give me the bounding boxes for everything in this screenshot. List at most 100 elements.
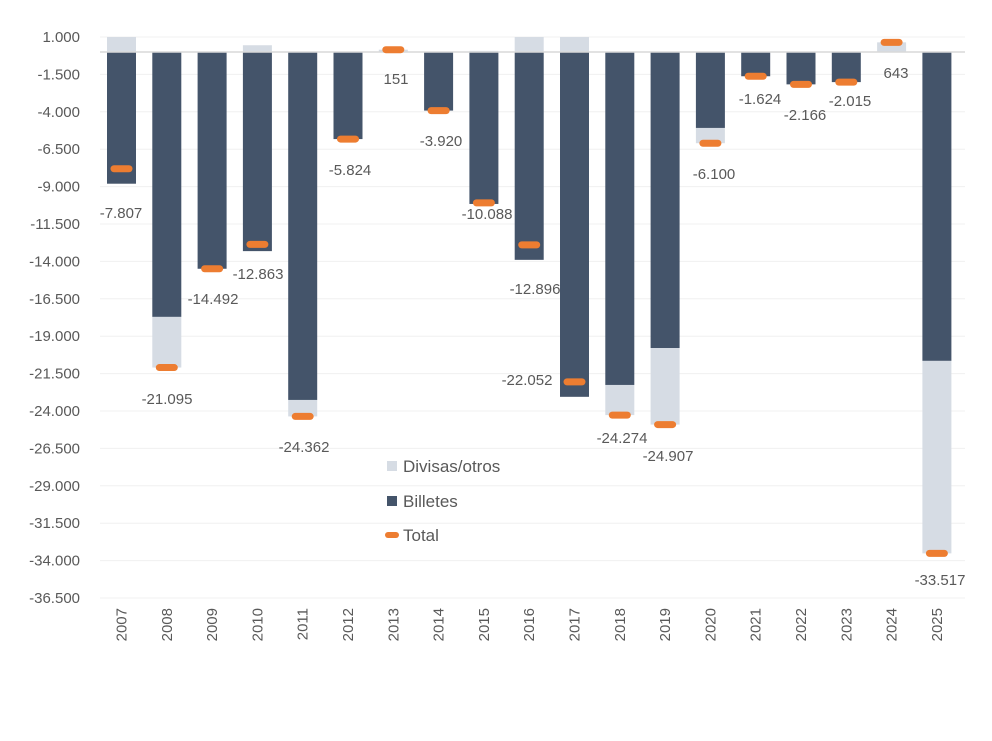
data-label: -2.166 — [784, 107, 827, 124]
y-tick-label: -9.000 — [37, 179, 80, 196]
x-axis: 2007 2008 2009 2010 2011 2012 2013 2014 2015 2016… — [114, 608, 946, 641]
x-tick-label: 2020 — [702, 608, 719, 641]
billetes-bar — [197, 51, 227, 269]
legend-label: Total — [403, 526, 439, 545]
total-marker — [382, 46, 405, 54]
billetes-bar — [424, 51, 454, 111]
total-marker — [155, 364, 178, 372]
legend-item: Divisas/otros — [387, 457, 500, 476]
x-tick-label: 2013 — [385, 608, 402, 641]
y-tick-label: -31.500 — [29, 515, 80, 532]
data-label: -12.896 — [510, 281, 561, 298]
billetes-bar — [288, 51, 318, 400]
data-label: -1.624 — [739, 91, 782, 108]
total-marker — [654, 421, 677, 429]
x-tick-label: 2016 — [521, 608, 538, 641]
total-marker — [835, 78, 858, 86]
data-label: 643 — [883, 65, 908, 82]
x-tick-label: 2025 — [929, 608, 946, 641]
total-marker — [518, 241, 541, 249]
y-tick-label: -11.500 — [30, 216, 80, 233]
total-marker — [337, 135, 359, 143]
total-marker — [925, 549, 948, 557]
divisas-bar — [922, 360, 952, 554]
total-marker — [201, 265, 224, 273]
divisas-bar — [650, 348, 680, 425]
data-label: -10.088 — [462, 206, 513, 223]
billetes-bar — [469, 51, 499, 204]
y-tick-label: -24.000 — [29, 403, 80, 420]
total-markers — [110, 38, 948, 557]
data-label: 151 — [383, 71, 408, 88]
y-tick-label: -4.000 — [37, 104, 80, 121]
y-tick-label: -1.500 — [37, 66, 80, 83]
billetes-bar — [242, 51, 272, 252]
total-marker — [291, 412, 314, 420]
billetes-bar — [333, 51, 363, 140]
divisas-bar — [288, 399, 318, 417]
divisas-bar — [107, 37, 136, 52]
divisas-bar — [152, 316, 182, 368]
x-tick-label: 2023 — [838, 608, 855, 641]
data-label: -5.824 — [329, 162, 372, 179]
x-tick-label: 2012 — [340, 608, 357, 641]
total-marker — [427, 107, 450, 115]
total-marker — [880, 38, 903, 46]
divisas-bar — [695, 127, 725, 144]
billetes-bar — [560, 51, 589, 397]
billetes-bar — [786, 51, 816, 85]
x-tick-label: 2008 — [159, 608, 176, 641]
divisas-bar — [242, 45, 272, 52]
billetes-bar — [107, 51, 136, 184]
data-label: -24.362 — [279, 439, 330, 456]
y-axis: 1.000 -1.500 -4.000 -6.500 -9.000 -11.500 -14.… — [29, 29, 80, 607]
legend-label: Divisas/otros — [403, 457, 500, 476]
billetes-bar — [605, 51, 635, 385]
data-label: -2.015 — [829, 93, 872, 110]
y-tick-label: 1.000 — [42, 29, 80, 46]
data-label: -24.907 — [643, 448, 694, 465]
x-tick-label: 2014 — [431, 608, 448, 641]
total-marker — [744, 72, 767, 80]
divisas-bar — [877, 42, 907, 52]
divisas-bar — [514, 37, 544, 52]
total-marker — [699, 139, 722, 147]
billetes-bar — [650, 51, 680, 349]
billetes-bar — [741, 51, 771, 77]
billetes-bar — [695, 51, 725, 128]
legend-swatch-total — [385, 532, 399, 538]
x-tick-label: 2019 — [657, 608, 674, 641]
x-tick-label: 2009 — [204, 608, 221, 641]
x-tick-label: 2007 — [114, 608, 131, 641]
data-label: -12.863 — [233, 266, 284, 283]
billetes-bar — [831, 51, 861, 83]
y-tick-label: -36.500 — [29, 590, 80, 607]
data-label: -22.052 — [502, 372, 553, 389]
x-tick-label: 2011 — [295, 608, 312, 640]
data-labels: -7.807 -21.095 -14.492 -12.863 -24.362 -5.824… — [100, 65, 966, 589]
x-tick-label: 2017 — [567, 608, 584, 641]
x-tick-label: 2024 — [884, 608, 901, 641]
x-tick-label: 2022 — [793, 608, 810, 641]
bars — [107, 37, 952, 554]
y-tick-label: -21.500 — [29, 366, 80, 383]
data-label: -6.100 — [693, 166, 736, 183]
y-tick-label: -16.500 — [29, 291, 80, 308]
billetes-bar — [922, 51, 952, 361]
total-marker — [608, 411, 631, 419]
x-tick-label: 2018 — [612, 608, 629, 641]
data-label: -21.095 — [142, 391, 193, 408]
data-label: -14.492 — [188, 291, 239, 308]
y-tick-label: -6.500 — [37, 141, 80, 158]
total-marker — [110, 165, 133, 173]
divisas-bar — [560, 37, 589, 52]
data-label: -24.274 — [597, 430, 648, 447]
total-marker — [246, 240, 269, 248]
y-tick-label: -29.000 — [29, 478, 80, 495]
legend: Divisas/otros Billetes Total — [385, 457, 500, 545]
legend-swatch-divisas — [387, 461, 397, 471]
y-tick-label: -19.000 — [29, 328, 80, 345]
x-tick-label: 2015 — [476, 608, 493, 641]
y-tick-label: -34.000 — [29, 553, 80, 570]
